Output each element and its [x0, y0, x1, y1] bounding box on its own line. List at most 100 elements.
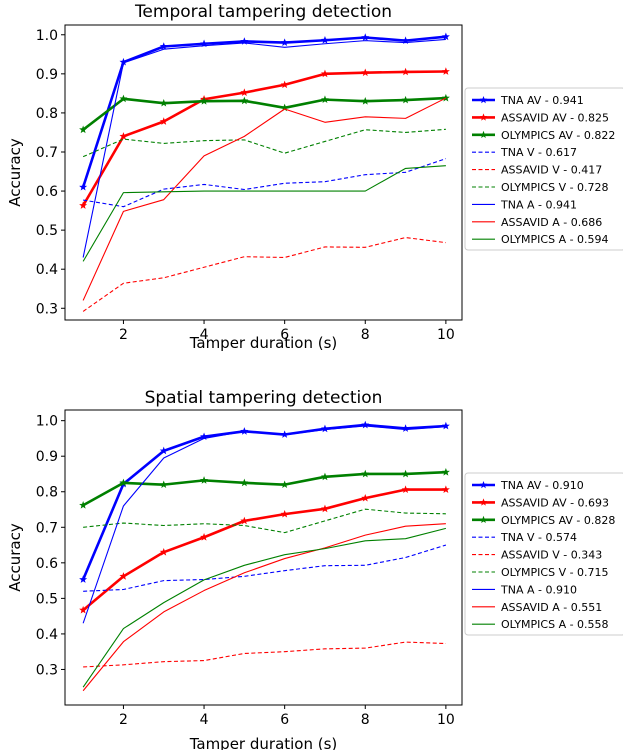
series-marker-1-2 — [159, 117, 168, 125]
series-marker-1-4 — [240, 516, 249, 525]
y-tick-label: 0.4 — [36, 627, 58, 643]
plot-frame — [64, 24, 463, 321]
series-marker-0-8 — [401, 424, 410, 432]
x-tick-label: 2 — [119, 327, 128, 343]
series-marker-0-3 — [200, 432, 209, 441]
series-marker-0-9 — [441, 421, 450, 430]
y-tick-label: 0.4 — [36, 262, 58, 278]
y-tick-label: 0.3 — [36, 301, 58, 317]
legend-marker-0 — [479, 96, 488, 104]
legend-label-4: ASSAVID V - 0.343 — [501, 549, 602, 562]
series-marker-1-9 — [441, 67, 450, 75]
series-marker-1-4 — [240, 88, 249, 96]
series-marker-2-0 — [79, 125, 88, 134]
series-line-5 — [82, 128, 446, 158]
series-marker-1-7 — [361, 493, 370, 502]
legend-label-7: ASSAVID A - 0.551 — [501, 601, 602, 614]
x-tick-label: 8 — [361, 327, 370, 343]
legend-label-0: TNA AV - 0.910 — [500, 479, 584, 492]
series-marker-0-0 — [79, 575, 88, 583]
series-marker-2-5 — [280, 103, 289, 112]
series-marker-0-6 — [320, 36, 329, 44]
series-marker-2-3 — [200, 96, 209, 105]
series-marker-0-6 — [320, 424, 329, 433]
legend-marker-1 — [479, 498, 488, 506]
series-line-3 — [83, 158, 447, 208]
series-line-7 — [82, 97, 447, 301]
legend-label-3: TNA V - 0.617 — [500, 146, 577, 159]
x-tick-label: 2 — [119, 712, 128, 728]
series-marker-2-2 — [159, 98, 168, 107]
y-tick-label: 0.8 — [36, 106, 58, 122]
series-marker-1-0 — [79, 605, 88, 614]
series-marker-1-5 — [280, 509, 289, 518]
x-tick-label: 8 — [361, 712, 370, 728]
series-line-4 — [82, 237, 446, 312]
y-axis-label: Accuracy — [6, 138, 24, 207]
y-tick-label: 1.0 — [36, 414, 58, 430]
legend-label-1: ASSAVID AV - 0.693 — [501, 496, 609, 509]
legend-label-1: ASSAVID AV - 0.825 — [501, 111, 609, 124]
series-marker-2-4 — [240, 96, 249, 105]
legend-box — [464, 472, 623, 636]
y-tick-label: 0.7 — [36, 520, 58, 536]
y-axis-label: Accuracy — [6, 523, 24, 592]
y-tick-label: 0.3 — [36, 662, 58, 678]
spatial-chart-svg: Spatial tampering detection 2 4 6 8 10 0.3 0.4 0… — [6, 388, 623, 750]
y-tick-label: 0.6 — [36, 184, 58, 200]
legend-label-2: OLYMPICS AV - 0.828 — [501, 514, 615, 527]
series-marker-0-1 — [119, 57, 128, 66]
legend-marker-0 — [479, 481, 488, 489]
series-marker-0-5 — [280, 38, 289, 46]
x-axis-label: Tamper duration (s) — [189, 334, 338, 352]
y-tick-label: 0.6 — [36, 556, 58, 572]
series-marker-2-8 — [401, 95, 410, 104]
series-marker-1-0 — [79, 201, 88, 209]
y-tick-label: 0.8 — [36, 485, 58, 501]
series-marker-2-0 — [79, 501, 88, 509]
y-tick-label: 0.5 — [36, 223, 58, 239]
x-tick-label: 6 — [280, 712, 289, 728]
legend-marker-2 — [479, 515, 488, 524]
series-marker-0-2 — [159, 42, 168, 50]
series-marker-2-6 — [320, 472, 329, 481]
legend-box — [464, 87, 623, 251]
legend-label-3: TNA V - 0.574 — [500, 531, 577, 544]
series-marker-1-2 — [159, 547, 168, 556]
series-marker-0-7 — [361, 33, 370, 41]
series-marker-1-1 — [119, 572, 128, 580]
series-line-1 — [82, 488, 446, 612]
spatial-chart: Spatial tampering detection 2 4 6 8 10 0.3 0.4 0… — [0, 375, 623, 750]
series-line-7 — [82, 523, 446, 692]
series-marker-2-1 — [119, 478, 128, 487]
legend-label-4: ASSAVID V - 0.417 — [501, 164, 602, 177]
series-line-0 — [81, 35, 447, 188]
legend-label-6: TNA A - 0.910 — [500, 583, 577, 596]
x-axis-label: Tamper duration (s) — [189, 735, 338, 750]
series-marker-0-8 — [401, 36, 410, 45]
series-marker-2-9 — [441, 93, 450, 102]
series-marker-2-8 — [401, 469, 410, 478]
legend-label-0: TNA AV - 0.941 — [500, 94, 584, 107]
series-line-4 — [83, 641, 446, 668]
legend-label-2: OLYMPICS AV - 0.822 — [501, 129, 615, 142]
series-line-8 — [82, 165, 446, 262]
series-marker-0-9 — [441, 32, 450, 41]
legend-marker-2 — [479, 130, 488, 139]
series-marker-1-9 — [441, 485, 450, 494]
x-tick-label: 4 — [200, 712, 209, 728]
series-marker-2-2 — [159, 480, 168, 489]
temporal-chart: Temporal tampering detection 2 4 6 8 10 0.3 0.4… — [6, 2, 623, 352]
series-marker-2-6 — [320, 95, 329, 104]
series-marker-0-3 — [200, 39, 209, 48]
temporal-chart-svg: Temporal tampering detection 2 4 6 8 10 0.3 0.4… — [6, 2, 623, 352]
legend-label-8: OLYMPICS A - 0.594 — [501, 233, 609, 246]
y-tick-label: 0.9 — [36, 449, 58, 465]
series-marker-2-7 — [361, 96, 370, 105]
series-marker-0-4 — [240, 37, 249, 45]
series-line-6 — [82, 425, 446, 624]
legend-label-8: OLYMPICS A - 0.558 — [501, 618, 609, 631]
series-marker-0-0 — [79, 182, 88, 191]
series-marker-1-8 — [401, 67, 410, 76]
series-marker-1-6 — [320, 69, 329, 78]
